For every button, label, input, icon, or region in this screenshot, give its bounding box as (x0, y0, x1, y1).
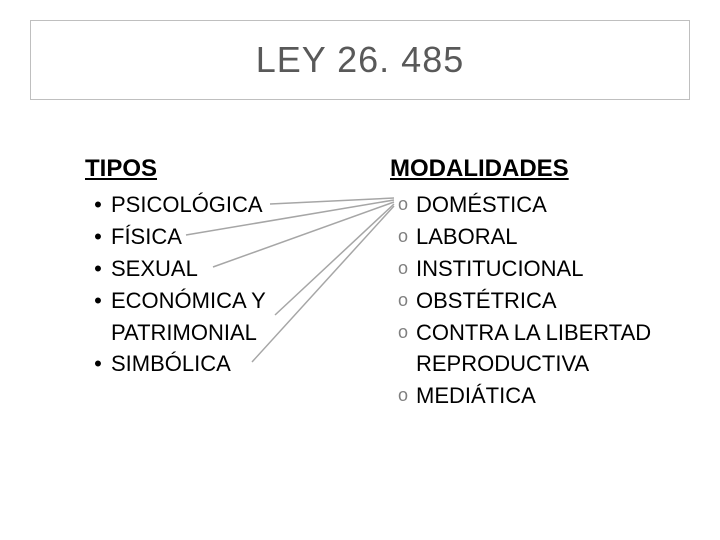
bullet-dot-icon: • (85, 189, 111, 221)
page-title: LEY 26. 485 (256, 39, 465, 81)
bullet-circle-icon: o (390, 380, 416, 412)
right-item-text: OBSTÉTRICA (416, 285, 690, 317)
left-item-text: SIMBÓLICA (111, 348, 345, 380)
bullet-circle-icon: o (390, 285, 416, 317)
left-heading: TIPOS (85, 155, 345, 183)
left-list-item: •SIMBÓLICA (85, 348, 345, 380)
right-list-item: oLABORAL (390, 221, 690, 253)
left-item-text: PSICOLÓGICA (111, 189, 345, 221)
right-heading: MODALIDADES (390, 155, 690, 183)
left-item-text: ECONÓMICA Y PATRIMONIAL (111, 285, 345, 349)
left-list-item: •PSICOLÓGICA (85, 189, 345, 221)
right-list-item: oINSTITUCIONAL (390, 253, 690, 285)
right-item-text: CONTRA LA LIBERTAD REPRODUCTIVA (416, 317, 690, 381)
bullet-dot-icon: • (85, 348, 111, 380)
bullet-circle-icon: o (390, 221, 416, 253)
left-list: •PSICOLÓGICA•FÍSICA•SEXUAL•ECONÓMICA Y P… (85, 189, 345, 380)
left-column: TIPOS •PSICOLÓGICA•FÍSICA•SEXUAL•ECONÓMI… (85, 155, 345, 380)
bullet-dot-icon: • (85, 253, 111, 285)
left-list-item: •ECONÓMICA Y PATRIMONIAL (85, 285, 345, 349)
right-list-item: oOBSTÉTRICA (390, 285, 690, 317)
right-item-text: LABORAL (416, 221, 690, 253)
right-item-text: INSTITUCIONAL (416, 253, 690, 285)
right-list-item: oDOMÉSTICA (390, 189, 690, 221)
title-box: LEY 26. 485 (30, 20, 690, 100)
bullet-dot-icon: • (85, 285, 111, 317)
bullet-circle-icon: o (390, 189, 416, 221)
left-item-text: SEXUAL (111, 253, 345, 285)
right-item-text: MEDIÁTICA (416, 380, 690, 412)
bullet-circle-icon: o (390, 317, 416, 349)
right-list-item: oMEDIÁTICA (390, 380, 690, 412)
left-list-item: •SEXUAL (85, 253, 345, 285)
bullet-circle-icon: o (390, 253, 416, 285)
right-list: oDOMÉSTICAoLABORALoINSTITUCIONALoOBSTÉTR… (390, 189, 690, 412)
left-item-text: FÍSICA (111, 221, 345, 253)
right-column: MODALIDADES oDOMÉSTICAoLABORALoINSTITUCI… (390, 155, 690, 412)
bullet-dot-icon: • (85, 221, 111, 253)
right-list-item: oCONTRA LA LIBERTAD REPRODUCTIVA (390, 317, 690, 381)
left-list-item: •FÍSICA (85, 221, 345, 253)
right-item-text: DOMÉSTICA (416, 189, 690, 221)
